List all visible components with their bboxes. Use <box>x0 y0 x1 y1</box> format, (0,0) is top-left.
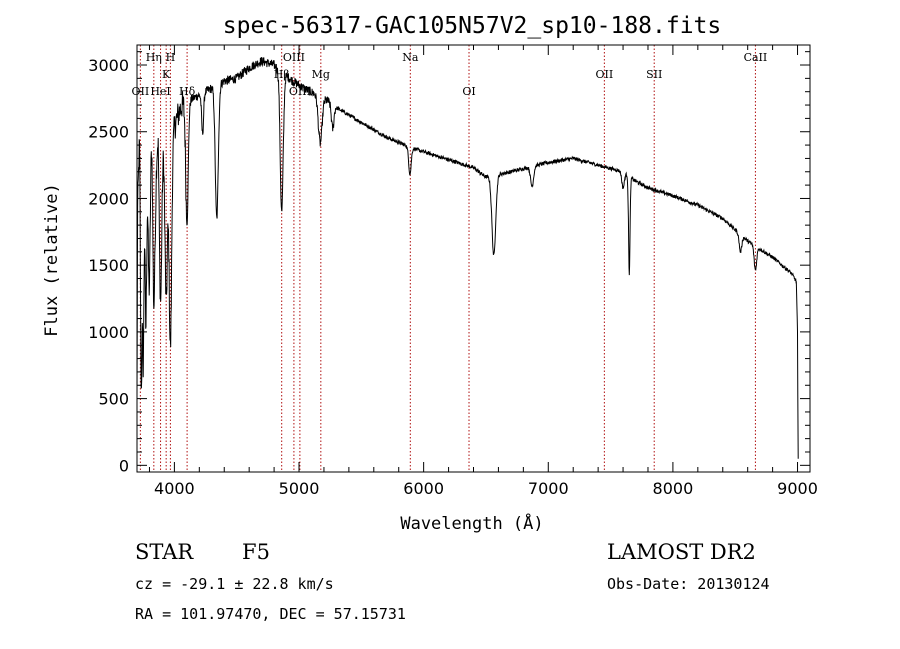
object-class: STAR <box>135 540 194 564</box>
reference-line-label: Hη <box>146 51 162 64</box>
reference-line-label: H <box>166 51 176 64</box>
x-tick-label: 7000 <box>528 479 569 498</box>
x-tick-label: 5000 <box>279 479 320 498</box>
x-tick-label: 8000 <box>653 479 694 498</box>
reference-line-label: Hδ <box>179 85 196 98</box>
reference-line-label: K <box>162 68 171 81</box>
x-axis-ticks: 4000 5000 6000 7000 8000 9000 <box>148 45 818 498</box>
y-axis-label: Flux (relative) <box>42 183 62 337</box>
obs-date: Obs-Date: 20130124 <box>607 575 770 593</box>
reference-line-label: SII <box>646 68 662 81</box>
y-tick-label: 0 <box>119 456 129 475</box>
reference-line-label: OI <box>462 85 475 98</box>
y-tick-label: 2000 <box>88 189 129 208</box>
plot-frame <box>136 44 811 473</box>
y-tick-label: 3000 <box>88 56 129 75</box>
coordinates: RA = 101.97470, DEC = 57.15731 <box>135 605 406 623</box>
chart-title: spec-56317-GAC105N57V2_sp10-188.fits <box>223 13 722 39</box>
reference-lines <box>139 45 756 472</box>
y-tick-label: 1000 <box>88 323 129 342</box>
x-tick-label: 9000 <box>777 479 818 498</box>
y-tick-label: 2500 <box>88 123 129 142</box>
redshift-readout: cz = -29.1 ± 22.8 km/s <box>135 575 334 593</box>
x-tick-label: 6000 <box>403 479 444 498</box>
spectrum-line <box>136 56 799 459</box>
reference-line-label: Na <box>402 51 419 64</box>
x-tick-label: 4000 <box>154 479 195 498</box>
reference-line-label: OIII <box>283 51 305 64</box>
y-axis-ticks: 0 500 1000 1500 2000 2500 3000 <box>88 51 810 475</box>
x-axis-label: Wavelength (Å) <box>400 512 543 534</box>
survey-name: LAMOST DR2 <box>607 540 756 564</box>
reference-line-label: HeI <box>150 85 170 98</box>
object-subclass: F5 <box>242 540 270 564</box>
y-tick-label: 500 <box>98 390 129 409</box>
y-tick-label: 1500 <box>88 256 129 275</box>
reference-line-label: Mg <box>312 68 330 81</box>
reference-line-label: OII <box>596 68 614 81</box>
reference-line-label: CaII <box>744 51 768 64</box>
